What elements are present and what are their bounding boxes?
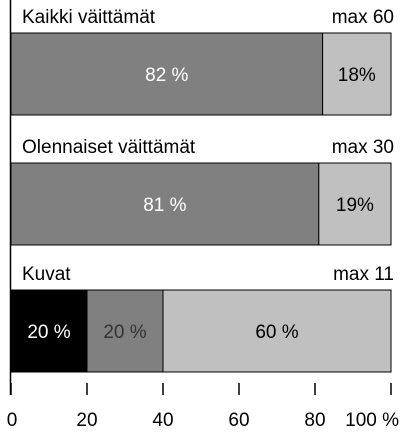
value-label: 19% xyxy=(336,195,374,216)
bar-max: max 60 xyxy=(332,7,394,28)
x-tick-label: 60 xyxy=(228,410,249,431)
value-label: 20 % xyxy=(27,322,70,343)
bar-segment xyxy=(86,289,164,373)
value-label: 82 % xyxy=(145,65,188,86)
bar-max: max 11 xyxy=(333,264,394,285)
x-tick-label: 20 xyxy=(76,410,97,431)
bar-segment xyxy=(162,289,392,373)
bar-segment xyxy=(318,162,392,246)
x-tick-label: 80 xyxy=(304,410,325,431)
bar-max: max 30 xyxy=(332,137,394,158)
bar-segment xyxy=(322,32,392,116)
bar-title: Kaikki väittämät xyxy=(22,7,156,28)
x-tick-label: 0 xyxy=(7,410,18,431)
bar-segment xyxy=(10,162,320,246)
bar-segment xyxy=(10,32,324,116)
x-tick-label: 40 xyxy=(152,410,173,431)
x-tick-label: 100 % xyxy=(345,410,399,431)
value-label: 18% xyxy=(338,65,376,86)
value-label: 20 % xyxy=(103,322,146,343)
value-label: 81 % xyxy=(143,195,186,216)
bar-title: Kuvat xyxy=(22,264,71,285)
value-label: 60 % xyxy=(255,322,298,343)
bar-title: Olennaiset väittämät xyxy=(22,137,196,158)
